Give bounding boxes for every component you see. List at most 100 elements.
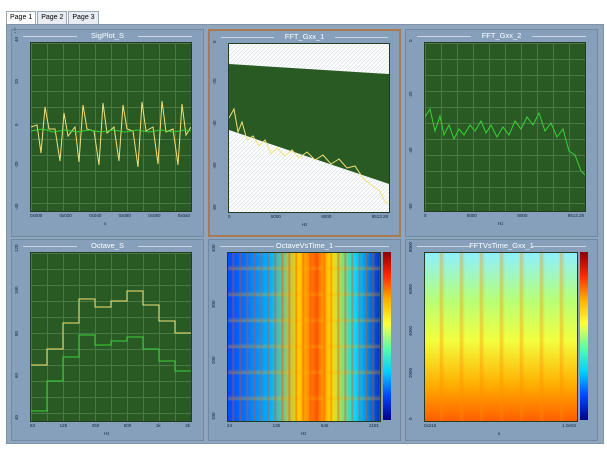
octave-panel[interactable]: Octave_S 120 100 80 60 40 63 125 250 500 1k 2k Hz [11, 239, 204, 441]
x-unit: Hz [301, 431, 307, 436]
x-tick-label: 546 [320, 423, 329, 428]
x-axis-ticks: 24 135 546 2181 [227, 423, 379, 431]
x-tick-label: 8000 [517, 213, 528, 218]
octave-chart [31, 290, 191, 412]
fft-chart [229, 44, 389, 212]
x-tick-label: 0x000 [30, 213, 43, 218]
panel-title: SigPlot_S [12, 31, 203, 41]
x-tick-label: 5000 [270, 214, 281, 219]
x-tick-label: 0x060 [118, 213, 131, 218]
heatmap[interactable] [424, 252, 578, 422]
x-tick-label: 0 [424, 213, 427, 218]
y-tick-label: 40 [14, 414, 19, 420]
y-tick-label: 0 [408, 417, 413, 420]
y-tick-label: 300 [211, 300, 216, 308]
panel-title: FFT_Gxx_2 [406, 31, 597, 41]
y-tick-label: -60 [212, 162, 217, 169]
y-axis-ticks: 8000 6000 4000 2000 0 [408, 242, 422, 420]
y-tick-label: 20 [14, 78, 19, 84]
y-tick-label: 0 [14, 123, 19, 126]
y-tick-label: 8000 [408, 241, 413, 252]
y-axis-ticks: 120 100 80 60 40 [14, 244, 28, 420]
x-tick-label: 135 [272, 423, 281, 428]
x-tick-label: 2181 [368, 423, 379, 428]
octave-vs-time-panel[interactable]: OctaveVsTime_1 400 300 200 100 24 135 546 2181… [208, 239, 401, 441]
x-axis-ticks: 0x000 0x020 0x040 0x060 0x080 0x0a0 [30, 213, 190, 221]
panel-title: FFTVsTime_Gxx_1 [406, 241, 597, 251]
y-axis-ticks: 40 20 0 -20 -40 [14, 37, 28, 210]
sigplot-chart [31, 100, 191, 168]
grid [31, 43, 191, 211]
grid [31, 253, 191, 421]
y-tick-label: 100 [211, 412, 216, 420]
panel-title: OctaveVsTime_1 [209, 241, 400, 251]
plot-area[interactable] [228, 43, 390, 213]
y-tick-label: 80 [14, 330, 19, 336]
plot-area[interactable] [30, 42, 192, 212]
x-tick-label: 0x0a0 [177, 213, 190, 218]
x-tick-label: 63 [30, 423, 36, 428]
x-tick-label: 0x020 [59, 213, 72, 218]
fft-chart [425, 107, 585, 176]
x-tick-label: 24 [227, 423, 233, 428]
x-axis-ticks: 63 125 250 500 1k 2k [30, 423, 190, 431]
y-tick-label: 60 [14, 372, 19, 378]
fft-gxx-1-panel[interactable]: FFT_Gxx_1 0 -20 -40 -60 -80 0 5000 8000 8513.28… [208, 29, 401, 237]
y-tick-label: 4000 [408, 325, 413, 336]
fft-gxx-2-panel[interactable]: FFT_Gxx_2 0 -20 -40 -60 0 5000 8000 8513.28 Hz [405, 29, 598, 237]
x-tick-label: 1k [155, 423, 161, 428]
y-tick-label: -40 [14, 203, 19, 210]
plot-area[interactable] [30, 252, 192, 422]
x-unit: s [104, 221, 107, 226]
y-axis-ticks: 400 300 200 100 [211, 244, 225, 420]
x-unit: s [498, 431, 501, 436]
y-tick-label: 120 [14, 244, 19, 252]
x-tick-label: 500 [123, 423, 132, 428]
y-tick-label: 40 [14, 36, 19, 42]
y-tick-label: -40 [408, 147, 413, 154]
workspace: SigPlot_S 40 20 0 -20 -40 ⋮ 0x000 0x020 0x040 0… [6, 24, 604, 444]
axis-dots: ⋮ [12, 28, 18, 34]
y-axis-ticks: 0 -20 -40 -60 -80 [212, 40, 226, 211]
y-tick-label: 100 [14, 286, 19, 294]
y-tick-label: -60 [408, 203, 413, 210]
y-tick-label: 0 [408, 39, 413, 42]
y-tick-label: 2000 [408, 367, 413, 378]
fft-vs-time-panel[interactable]: FFTVsTime_Gxx_1 8000 6000 4000 2000 0 0x216 1… [405, 239, 598, 441]
y-tick-label: 200 [211, 356, 216, 364]
x-unit: Hz [498, 221, 504, 226]
color-bar [383, 252, 391, 420]
x-tick-label: 125 [59, 423, 68, 428]
x-tick-label: 0x040 [89, 213, 102, 218]
x-tick-label: 0 [228, 214, 231, 219]
sigplot-panel[interactable]: SigPlot_S 40 20 0 -20 -40 ⋮ 0x000 0x020 0x040 0… [11, 28, 204, 237]
y-tick-label: 6000 [408, 283, 413, 294]
x-tick-label: 2k [185, 423, 190, 428]
x-tick-label: 0x216 [424, 423, 437, 428]
x-unit: Hz [104, 431, 110, 436]
y-tick-label: 400 [211, 244, 216, 252]
panel-title: Octave_S [12, 241, 203, 251]
heatmap[interactable] [227, 252, 381, 422]
tab-strip: Page 1 Page 2 Page 3 [6, 11, 99, 25]
x-tick-label: 1.0e03 [562, 423, 576, 428]
x-axis-ticks: 0 5000 8000 8513.28 [424, 213, 584, 221]
x-axis-ticks: 0 5000 8000 8513.28 [228, 214, 388, 222]
color-bar [580, 252, 588, 420]
y-tick-label: -20 [212, 78, 217, 85]
x-axis-ticks: 0x216 1.0e03 [424, 423, 576, 431]
y-tick-label: -80 [212, 204, 217, 211]
tab-page-3[interactable]: Page 3 [68, 11, 99, 24]
x-tick-label: 0x080 [148, 213, 161, 218]
plot-area[interactable] [424, 42, 586, 212]
y-axis-ticks: 0 -20 -40 -60 [408, 39, 422, 210]
y-tick-label: -40 [212, 120, 217, 127]
x-tick-label: 8513.28 [371, 214, 388, 219]
y-tick-label: -20 [14, 161, 19, 168]
y-tick-label: -20 [408, 91, 413, 98]
grid [425, 43, 585, 211]
tab-page-1[interactable]: Page 1 [6, 11, 37, 25]
tab-page-2[interactable]: Page 2 [37, 11, 68, 24]
panel-title: FFT_Gxx_1 [210, 32, 399, 42]
x-tick-label: 8513.28 [567, 213, 584, 218]
